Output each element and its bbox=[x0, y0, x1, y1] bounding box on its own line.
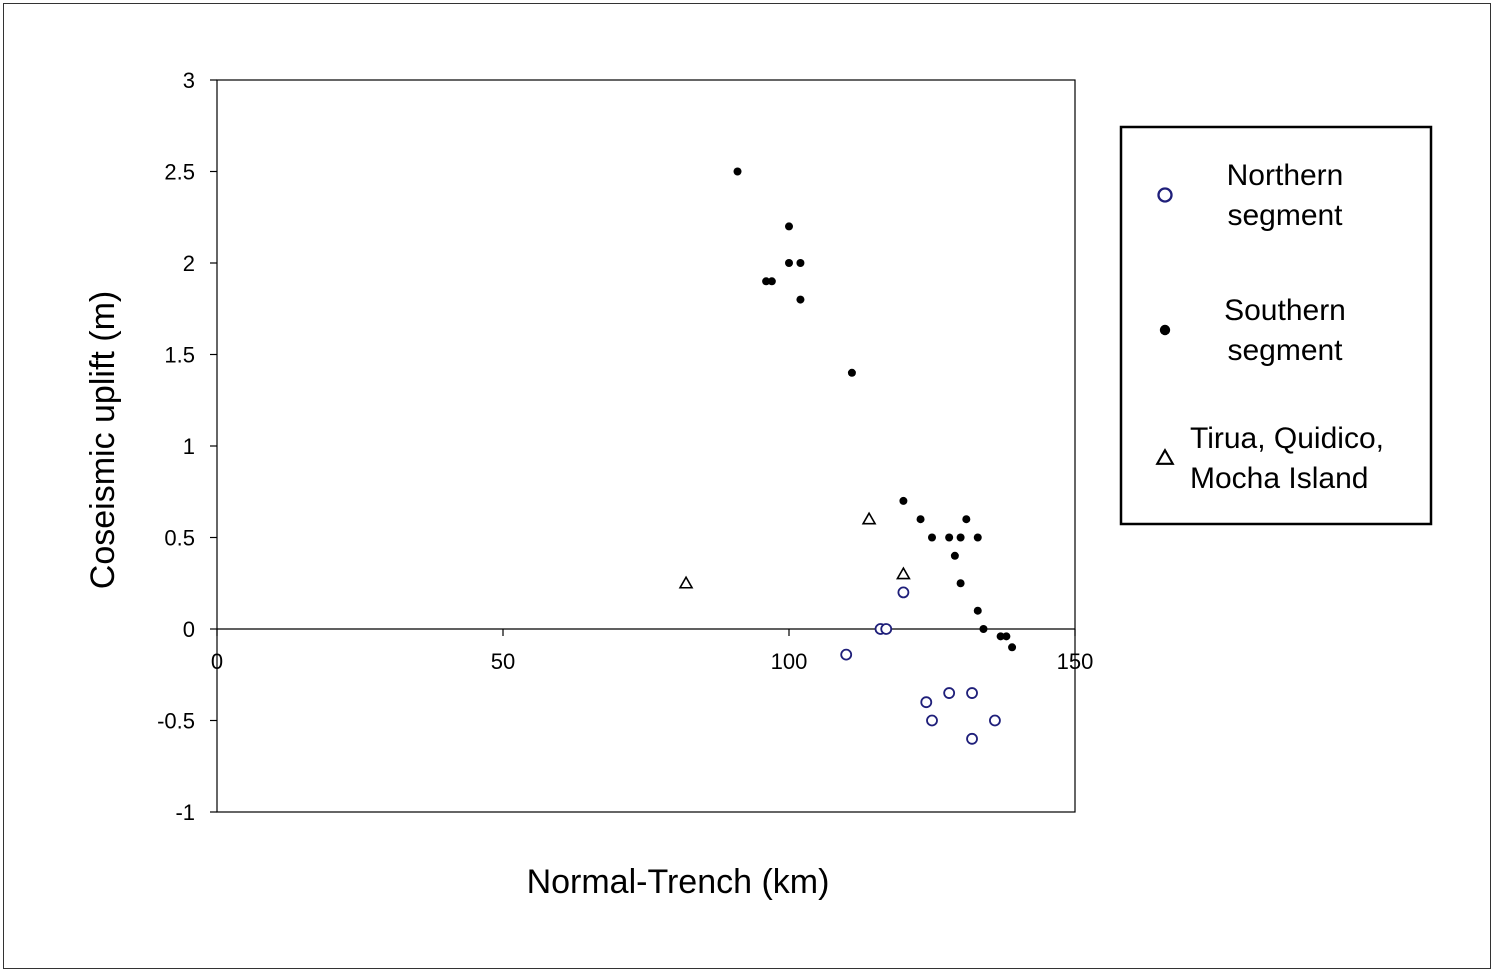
data-point bbox=[979, 625, 988, 633]
legend-label: segment bbox=[1227, 199, 1343, 232]
data-point bbox=[1008, 643, 1017, 652]
data-point bbox=[897, 586, 910, 599]
legend: Northern segment Southern segment Tirua, Qui… bbox=[1155, 159, 1384, 495]
data-point bbox=[840, 648, 853, 661]
data-point bbox=[896, 566, 911, 580]
legend-label: Tirua, Quidico, bbox=[1190, 422, 1384, 455]
legend-marker bbox=[1159, 324, 1171, 336]
data-point bbox=[966, 687, 978, 699]
data-points bbox=[678, 167, 1017, 745]
data-point bbox=[762, 277, 771, 286]
legend-label: Northern bbox=[1227, 159, 1344, 192]
figure-frame bbox=[3, 3, 1491, 969]
data-point bbox=[928, 533, 936, 542]
data-point bbox=[996, 632, 1005, 641]
data-point bbox=[847, 368, 856, 377]
data-point bbox=[861, 511, 877, 525]
data-point bbox=[785, 259, 793, 267]
data-point bbox=[880, 623, 893, 635]
data-point bbox=[943, 687, 956, 699]
y-tick-label: 3 bbox=[183, 68, 195, 93]
y-tick-label: 2 bbox=[183, 251, 195, 276]
data-point bbox=[1002, 632, 1011, 641]
y-tick-label: 1.5 bbox=[164, 343, 195, 368]
legend-marker bbox=[1157, 187, 1173, 203]
legend-label: segment bbox=[1227, 334, 1343, 367]
y-tick-label: 0 bbox=[183, 617, 195, 642]
y-axis-title: Coseismic uplift (m) bbox=[84, 291, 122, 589]
data-point bbox=[796, 295, 805, 304]
data-point bbox=[920, 696, 933, 709]
data-point bbox=[785, 222, 793, 231]
x-tick-label: 0 bbox=[211, 649, 223, 674]
y-tick-label: -1 bbox=[175, 800, 195, 825]
data-point bbox=[989, 714, 1001, 727]
data-point bbox=[733, 167, 742, 176]
legend-label: Mocha Island bbox=[1190, 462, 1368, 495]
data-point bbox=[945, 533, 954, 542]
data-point bbox=[973, 533, 982, 542]
plot-area bbox=[216, 79, 1076, 813]
y-axis-ticks: 3 2.5 2 1.5 1 0.5 0 -0.5 -1 bbox=[157, 68, 217, 825]
data-point bbox=[973, 606, 982, 615]
data-point bbox=[956, 533, 965, 542]
data-point bbox=[916, 515, 925, 524]
data-point bbox=[796, 259, 805, 267]
x-tick-label: 150 bbox=[1057, 649, 1094, 674]
y-tick-label: -0.5 bbox=[157, 709, 195, 734]
data-point bbox=[966, 732, 978, 745]
data-point bbox=[950, 551, 959, 560]
x-axis-ticks: 0 50 100 150 bbox=[211, 629, 1093, 674]
data-point bbox=[767, 277, 776, 286]
data-point bbox=[926, 714, 938, 727]
x-tick-label: 50 bbox=[491, 649, 515, 674]
data-point bbox=[956, 579, 965, 588]
data-point bbox=[899, 496, 908, 505]
y-tick-label: 1 bbox=[183, 434, 195, 459]
data-point bbox=[962, 515, 971, 524]
x-axis-title: Normal-Trench (km) bbox=[527, 863, 830, 901]
y-tick-label: 2.5 bbox=[164, 160, 195, 185]
x-tick-label: 100 bbox=[771, 649, 808, 674]
legend-label: Southern bbox=[1224, 294, 1346, 327]
y-tick-label: 0.5 bbox=[164, 526, 195, 551]
legend-box bbox=[1119, 125, 1433, 526]
data-point bbox=[678, 575, 694, 589]
legend-marker bbox=[1155, 448, 1175, 465]
